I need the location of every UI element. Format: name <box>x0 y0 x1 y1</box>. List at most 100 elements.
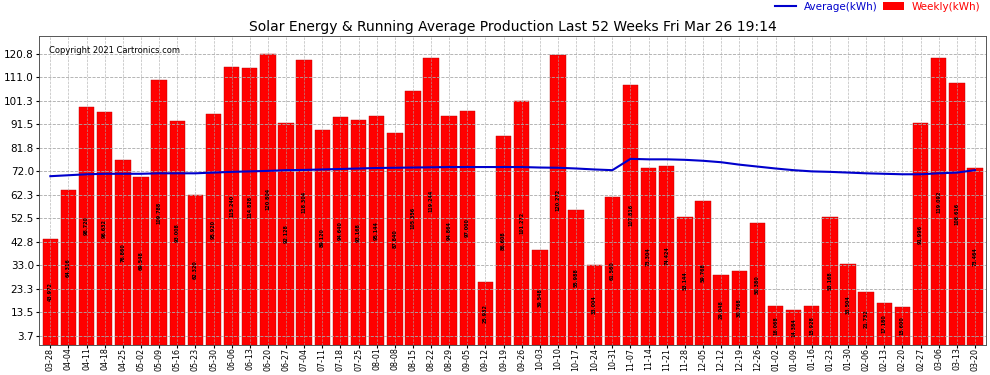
Text: 92.128: 92.128 <box>283 224 288 243</box>
Bar <box>804 306 820 345</box>
Text: 109.788: 109.788 <box>156 201 161 224</box>
Title: Solar Energy & Running Average Production Last 52 Weeks Fri Mar 26 19:14: Solar Energy & Running Average Productio… <box>248 20 776 34</box>
Bar <box>424 58 439 345</box>
Bar <box>586 265 602 345</box>
Bar <box>768 306 783 345</box>
Text: 59.768: 59.768 <box>701 263 706 282</box>
Bar <box>405 91 421 345</box>
Text: 95.920: 95.920 <box>211 220 216 239</box>
Text: 55.988: 55.988 <box>573 268 578 287</box>
Text: 76.860: 76.860 <box>121 243 126 262</box>
Bar <box>43 239 58 345</box>
Bar <box>206 114 221 345</box>
Bar <box>260 54 275 345</box>
Text: 93.168: 93.168 <box>356 223 361 242</box>
Bar <box>459 111 475 345</box>
Text: 120.804: 120.804 <box>265 188 270 210</box>
Text: 53.144: 53.144 <box>682 272 687 290</box>
Text: 98.720: 98.720 <box>84 216 89 236</box>
Text: 64.316: 64.316 <box>66 258 71 277</box>
Bar <box>749 224 765 345</box>
Bar <box>895 307 910 345</box>
Bar <box>695 201 711 345</box>
Text: 50.380: 50.380 <box>755 275 760 294</box>
Text: 33.504: 33.504 <box>845 295 850 314</box>
Bar <box>151 80 167 345</box>
Text: 105.356: 105.356 <box>411 207 416 229</box>
Bar <box>224 67 240 345</box>
Bar <box>278 123 294 345</box>
Text: 25.932: 25.932 <box>483 304 488 323</box>
Text: 15.600: 15.600 <box>900 316 905 335</box>
Bar <box>786 310 801 345</box>
Bar <box>677 217 693 345</box>
Bar <box>605 196 620 345</box>
Text: 17.180: 17.180 <box>882 315 887 333</box>
Text: 91.996: 91.996 <box>918 225 923 244</box>
Text: 114.828: 114.828 <box>248 195 252 217</box>
Bar <box>514 101 530 345</box>
Text: 73.464: 73.464 <box>972 247 977 266</box>
Text: 96.632: 96.632 <box>102 219 107 238</box>
Bar <box>296 60 312 345</box>
Text: 62.320: 62.320 <box>193 260 198 279</box>
Text: 93.008: 93.008 <box>175 224 180 242</box>
Bar <box>442 116 457 345</box>
Bar <box>714 275 729 345</box>
Text: 86.608: 86.608 <box>501 231 506 250</box>
Text: 115.240: 115.240 <box>229 195 235 217</box>
Bar <box>858 292 874 345</box>
Text: 33.004: 33.004 <box>592 296 597 314</box>
Bar <box>931 58 946 345</box>
Bar <box>60 190 76 345</box>
Text: 16.068: 16.068 <box>773 316 778 335</box>
Text: 118.304: 118.304 <box>302 191 307 213</box>
Text: 87.840: 87.840 <box>392 230 397 248</box>
Text: 94.640: 94.640 <box>338 221 343 240</box>
Bar <box>115 160 131 345</box>
Bar <box>913 123 929 345</box>
Bar <box>659 165 674 345</box>
Bar <box>387 133 403 345</box>
Bar <box>967 168 983 345</box>
Text: 43.972: 43.972 <box>48 282 52 301</box>
Bar <box>841 264 855 345</box>
Bar <box>732 271 747 345</box>
Text: 30.768: 30.768 <box>737 298 742 317</box>
Bar <box>876 303 892 345</box>
Bar <box>134 177 148 345</box>
Text: 29.048: 29.048 <box>719 300 724 319</box>
Bar <box>478 282 493 345</box>
Bar <box>243 68 257 345</box>
Text: 61.560: 61.560 <box>610 261 615 280</box>
Text: 15.928: 15.928 <box>809 316 815 335</box>
Bar <box>550 55 565 345</box>
Text: 69.548: 69.548 <box>139 252 144 270</box>
Bar <box>350 120 366 345</box>
Bar <box>188 195 203 345</box>
Legend: Average(kWh), Weekly(kWh): Average(kWh), Weekly(kWh) <box>775 2 981 12</box>
Text: 108.616: 108.616 <box>954 203 959 225</box>
Text: 89.120: 89.120 <box>320 228 325 247</box>
Text: Copyright 2021 Cartronics.com: Copyright 2021 Cartronics.com <box>49 46 180 55</box>
Text: 74.424: 74.424 <box>664 246 669 264</box>
Bar <box>97 112 113 345</box>
Text: 73.304: 73.304 <box>646 247 651 266</box>
Bar <box>533 249 547 345</box>
Text: 39.548: 39.548 <box>538 288 543 307</box>
Bar <box>333 117 348 345</box>
Bar <box>169 121 185 345</box>
Bar <box>623 85 639 345</box>
Bar <box>949 83 964 345</box>
Text: 53.168: 53.168 <box>828 272 833 290</box>
Text: 119.092: 119.092 <box>937 190 941 213</box>
Text: 101.272: 101.272 <box>519 212 525 234</box>
Text: 107.816: 107.816 <box>628 204 633 226</box>
Text: 97.000: 97.000 <box>465 219 470 237</box>
Bar <box>369 116 384 345</box>
Bar <box>315 130 330 345</box>
Text: 120.272: 120.272 <box>555 189 560 211</box>
Bar <box>79 107 94 345</box>
Bar <box>568 210 584 345</box>
Bar <box>496 136 511 345</box>
